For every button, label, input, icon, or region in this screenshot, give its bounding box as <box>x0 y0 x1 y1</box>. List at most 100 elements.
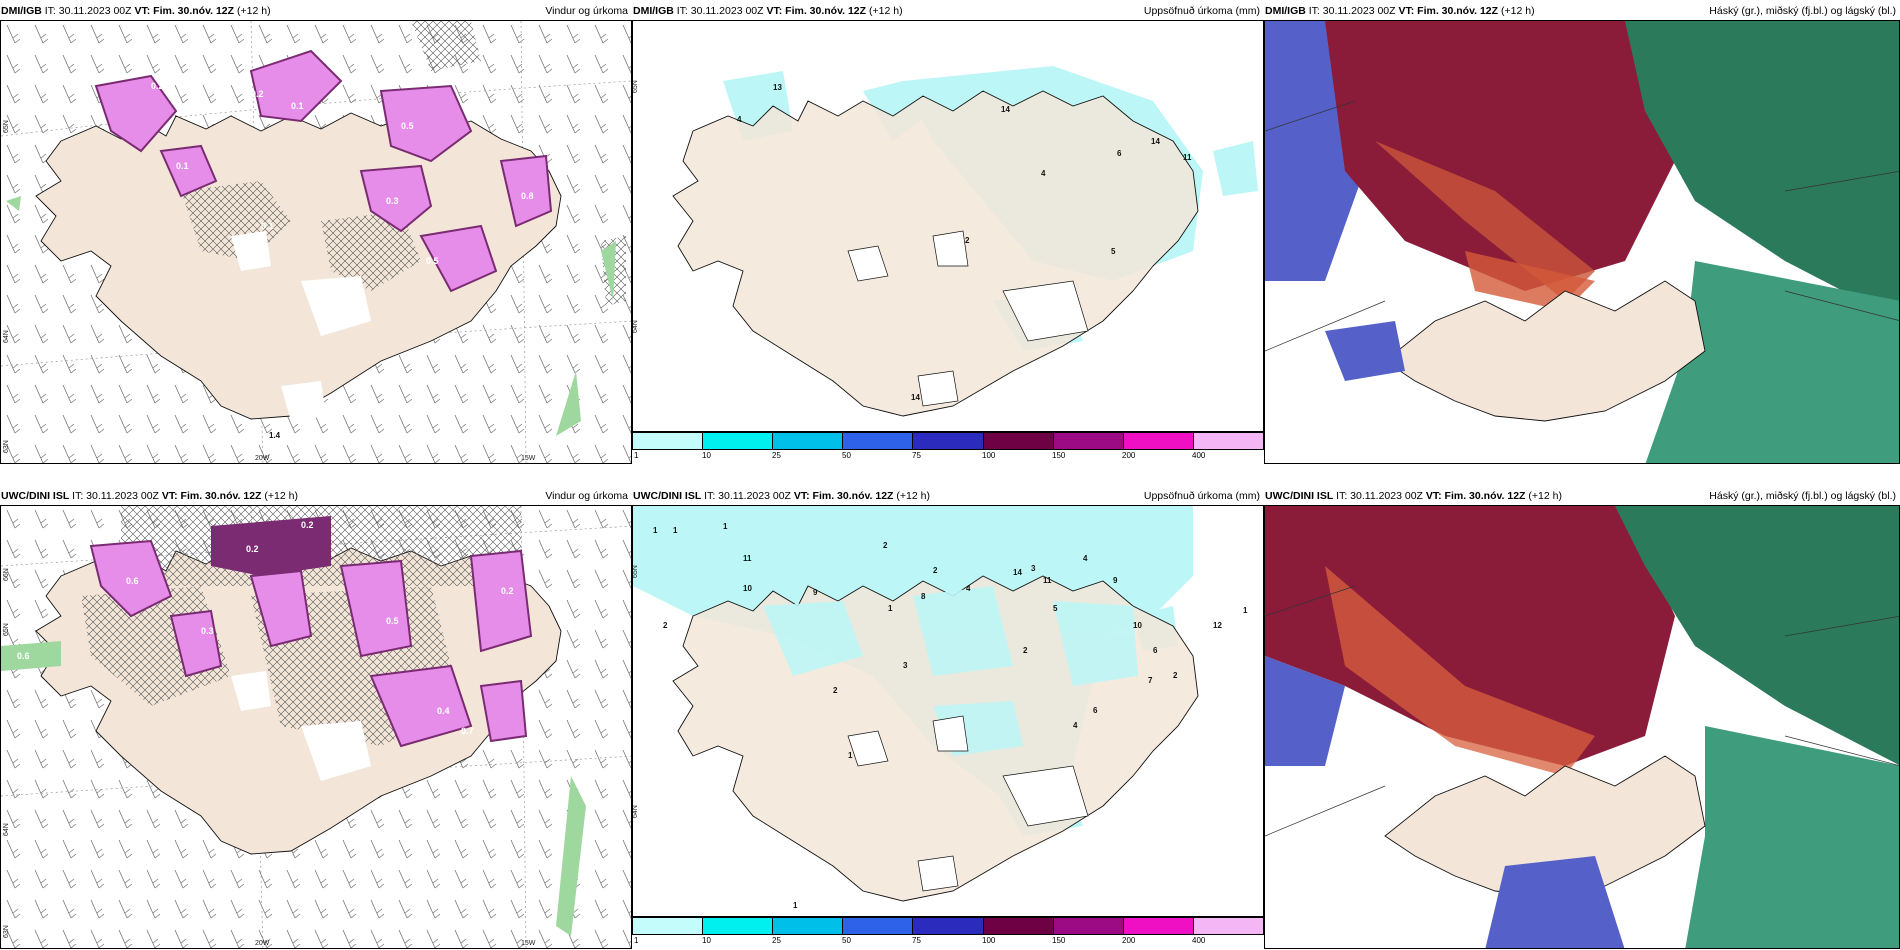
model-name: DMI/IGB <box>1265 5 1306 17</box>
init-time: IT: 30.11.2023 00Z <box>72 490 159 502</box>
panel-title: Vindur og úrkoma <box>545 5 628 17</box>
map-clouds <box>1264 505 1900 949</box>
panel-title: Uppsöfnuð úrkoma (mm) <box>1143 490 1260 502</box>
iceland-landmass <box>1384 755 1706 897</box>
init-time: IT: 30.11.2023 00Z <box>704 490 791 502</box>
precip-value: 0.4 <box>437 706 450 716</box>
panel-dmi-accum-precip: DMI/IGB IT: 30.11.2023 00Z VT: Fim. 30.n… <box>632 0 1264 465</box>
accum-value: 1 <box>793 901 798 910</box>
colorbar-label: 25 <box>772 936 781 945</box>
precip-value: 0.5 <box>401 121 414 131</box>
colorbar-segment <box>773 433 844 449</box>
valid-time: VT: Fim. 30.nóv. 12Z <box>1425 490 1526 502</box>
high-cloud <box>1625 21 1899 320</box>
accum-value: 10 <box>743 584 752 593</box>
lead-time: (+12 h) <box>869 5 903 17</box>
colorbar-label: 150 <box>1052 936 1066 945</box>
precip-value: 0.6 <box>126 576 139 586</box>
accum-value: 12 <box>1213 621 1222 630</box>
accum-value: 1 <box>888 604 893 613</box>
dry-gaps <box>231 231 371 421</box>
valid-time: VT: Fim. 30.nóv. 12Z <box>134 5 235 17</box>
lead-time: (+12 h) <box>896 490 930 502</box>
precip-green-south <box>556 776 586 936</box>
lat-label: 63N <box>3 440 10 453</box>
low-cloud <box>1485 856 1625 948</box>
panel-title: Háský (gr.), miðský (fj.bl.) og lágský (… <box>1709 490 1896 502</box>
precip-value: 0.5 <box>426 256 439 266</box>
lat-label: 65N <box>3 120 10 133</box>
glaciers <box>847 230 1089 407</box>
colorbar-segment <box>1193 918 1263 934</box>
accum-value: 2 <box>965 236 970 245</box>
lead-time: (+12 h) <box>237 5 271 17</box>
colorbar-labels: 1 10 25 50 75 100 150 200 400 <box>632 936 1264 948</box>
accum-value: 1 <box>1243 606 1248 615</box>
colorbar-segment <box>843 433 914 449</box>
panel-header: DMI/IGB IT: 30.11.2023 00Z VT: Fim. 30.n… <box>632 0 1264 22</box>
high-cloud-south <box>1685 726 1899 948</box>
colorbar-segment <box>773 918 844 934</box>
high-cloud <box>1615 506 1899 765</box>
init-time: IT: 30.11.2023 00Z <box>676 5 764 17</box>
colorbar-segment <box>983 433 1054 449</box>
lat-label: 65N <box>632 565 639 578</box>
mid-low-overlap <box>1325 566 1595 776</box>
accum-value: 4 <box>1083 554 1088 563</box>
high-cloud-south <box>1645 261 1899 463</box>
accum-value: 11 <box>743 554 752 563</box>
colorbar-segment <box>913 433 984 449</box>
valid-time: VT: Fim. 30.nóv. 12Z <box>793 490 894 502</box>
map-accum-precip: 65N 64N 1 1 1 2 11 10 9 2 2 8 4 3 14 11 … <box>632 505 1264 917</box>
accum-value: 2 <box>883 541 888 550</box>
map-canvas <box>1265 506 1899 948</box>
accum-value: 3 <box>903 661 908 670</box>
lead-time: (+12 h) <box>1501 5 1535 17</box>
mid-cloud <box>1265 506 1675 766</box>
iceland-landmass <box>35 112 562 420</box>
model-name: DMI/IGB <box>633 5 674 17</box>
glaciers <box>847 715 1089 892</box>
map-canvas <box>1 21 631 463</box>
panel-header: UWC/DINI ISL IT: 30.11.2023 00Z VT: Fim.… <box>632 485 1264 507</box>
precip-green-sea <box>6 196 21 211</box>
panel-header: DMI/IGB IT: 30.11.2023 00Z VT: Fim. 30.n… <box>0 0 632 22</box>
iceland-landmass <box>1384 280 1706 422</box>
accum-value: 4 <box>966 584 971 593</box>
colorbar-segment <box>703 433 774 449</box>
colorbar-label: 1 <box>634 451 639 460</box>
valid-time: VT: Fim. 30.nóv. 12Z <box>1398 5 1499 17</box>
accum-value: 1 <box>848 751 853 760</box>
model-name: UWC/DINI ISL <box>633 490 702 502</box>
init-time: IT: 30.11.2023 00Z <box>44 5 132 17</box>
accum-value: 11 <box>1043 576 1052 585</box>
panel-dmi-clouds: DMI/IGB IT: 30.11.2023 00Z VT: Fim. 30.n… <box>1264 0 1900 465</box>
colorbar-label: 50 <box>842 451 851 460</box>
graticule <box>1 506 631 948</box>
accum-value: 14 <box>1151 137 1160 146</box>
precip-green-east <box>601 241 616 301</box>
lat-label: 63N <box>3 925 10 938</box>
precip-value: 0.2 <box>246 544 259 554</box>
precip-value: 0.1 <box>176 161 189 171</box>
panel-title: Háský (gr.), miðský (fj.bl.) og lágský (… <box>1709 5 1896 17</box>
accum-value: 4 <box>1041 169 1046 178</box>
precip-areas <box>94 49 553 293</box>
colorbar-segment <box>1053 918 1124 934</box>
panel-uwc-accum-precip: UWC/DINI ISL IT: 30.11.2023 00Z VT: Fim.… <box>632 485 1264 950</box>
accum-colorbar <box>632 917 1264 935</box>
accum-value: 4 <box>737 115 742 124</box>
colorbar-label: 100 <box>982 936 996 945</box>
accum-value: 6 <box>1153 646 1158 655</box>
map-canvas <box>1 506 631 948</box>
accum-value: 2 <box>663 621 668 630</box>
dry-gaps <box>231 671 371 781</box>
precip-value: 0.6 <box>17 651 30 661</box>
graticule <box>1265 100 1899 352</box>
lon-label: 20W <box>255 455 270 462</box>
colorbar-label: 75 <box>912 451 921 460</box>
panel-header: UWC/DINI ISL IT: 30.11.2023 00Z VT: Fim.… <box>1264 485 1900 507</box>
graticule <box>1265 585 1899 837</box>
map-canvas <box>633 21 1263 431</box>
colorbar-segment <box>1123 433 1194 449</box>
